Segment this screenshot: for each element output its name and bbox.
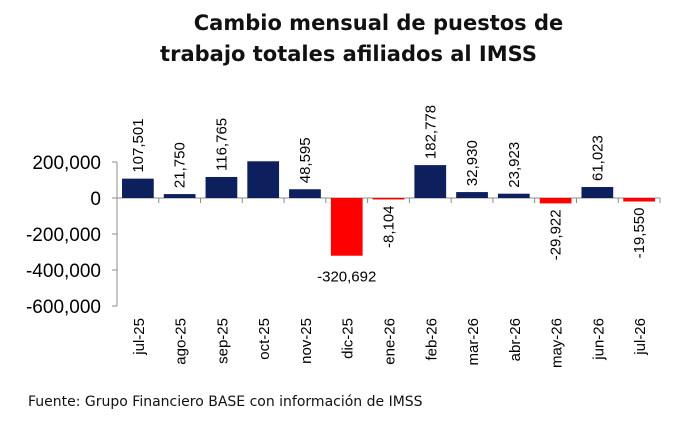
chart-title: Cambio mensual de puestos de trabajo tot… <box>0 8 677 70</box>
x-tick-label: abr-26 <box>507 318 524 361</box>
data-label: -320,692 <box>317 269 376 286</box>
y-tick-label: 200,000 <box>32 153 101 174</box>
x-tick-label: dic-25 <box>340 318 357 359</box>
data-label: -29,922 <box>548 209 565 260</box>
y-tick-label: -200,000 <box>26 225 101 246</box>
data-label: 182,778 <box>422 105 439 159</box>
bar <box>623 198 655 202</box>
x-tick-label: nov-25 <box>298 318 315 364</box>
data-label: 21,750 <box>172 142 189 188</box>
data-label: -19,550 <box>631 208 648 259</box>
data-label: 32,930 <box>464 140 481 186</box>
bar <box>414 165 447 198</box>
y-tick-label: -400,000 <box>26 261 101 282</box>
chart-title-line-1: Cambio mensual de puestos de <box>193 11 564 35</box>
chart-title-line-2: trabajo totales afiliados al IMSS <box>160 42 537 66</box>
bar <box>247 161 280 198</box>
x-tick-label: jul-25 <box>131 318 148 356</box>
bar <box>581 187 614 198</box>
bar <box>539 198 572 204</box>
x-tick-label: sep-25 <box>214 318 231 364</box>
x-tick-label: jun-26 <box>590 318 607 361</box>
bar <box>497 193 530 198</box>
bar <box>163 194 196 198</box>
y-tick-label: 0 <box>90 189 101 210</box>
x-tick-label: ago-25 <box>173 318 190 365</box>
data-label: 107,501 <box>130 118 147 172</box>
plot-area: 200,000 0 -200,000 -400,000 -600,000 107,501 j… <box>26 105 661 368</box>
x-tick-label: feb-26 <box>423 318 440 361</box>
data-label: -8,104 <box>381 205 398 248</box>
data-label: 23,923 <box>506 142 523 188</box>
source-note: Fuente: Grupo Financiero BASE con inform… <box>28 394 423 410</box>
x-tick-label: jul-26 <box>632 318 649 356</box>
x-tick-label: may-26 <box>549 318 566 368</box>
data-label: 116,765 <box>213 118 230 171</box>
bar <box>372 198 405 200</box>
bar <box>456 192 488 198</box>
data-label: 61,023 <box>589 135 606 181</box>
bar <box>122 178 154 198</box>
bar <box>289 189 321 198</box>
x-tick-label: ene-26 <box>382 318 399 365</box>
x-tick-label: oct-25 <box>256 318 273 360</box>
data-label: 48,595 <box>297 137 314 183</box>
bar <box>205 176 238 198</box>
bar <box>330 198 363 256</box>
x-tick-label: mar-26 <box>465 318 482 366</box>
y-tick-label: -600,000 <box>26 297 101 318</box>
